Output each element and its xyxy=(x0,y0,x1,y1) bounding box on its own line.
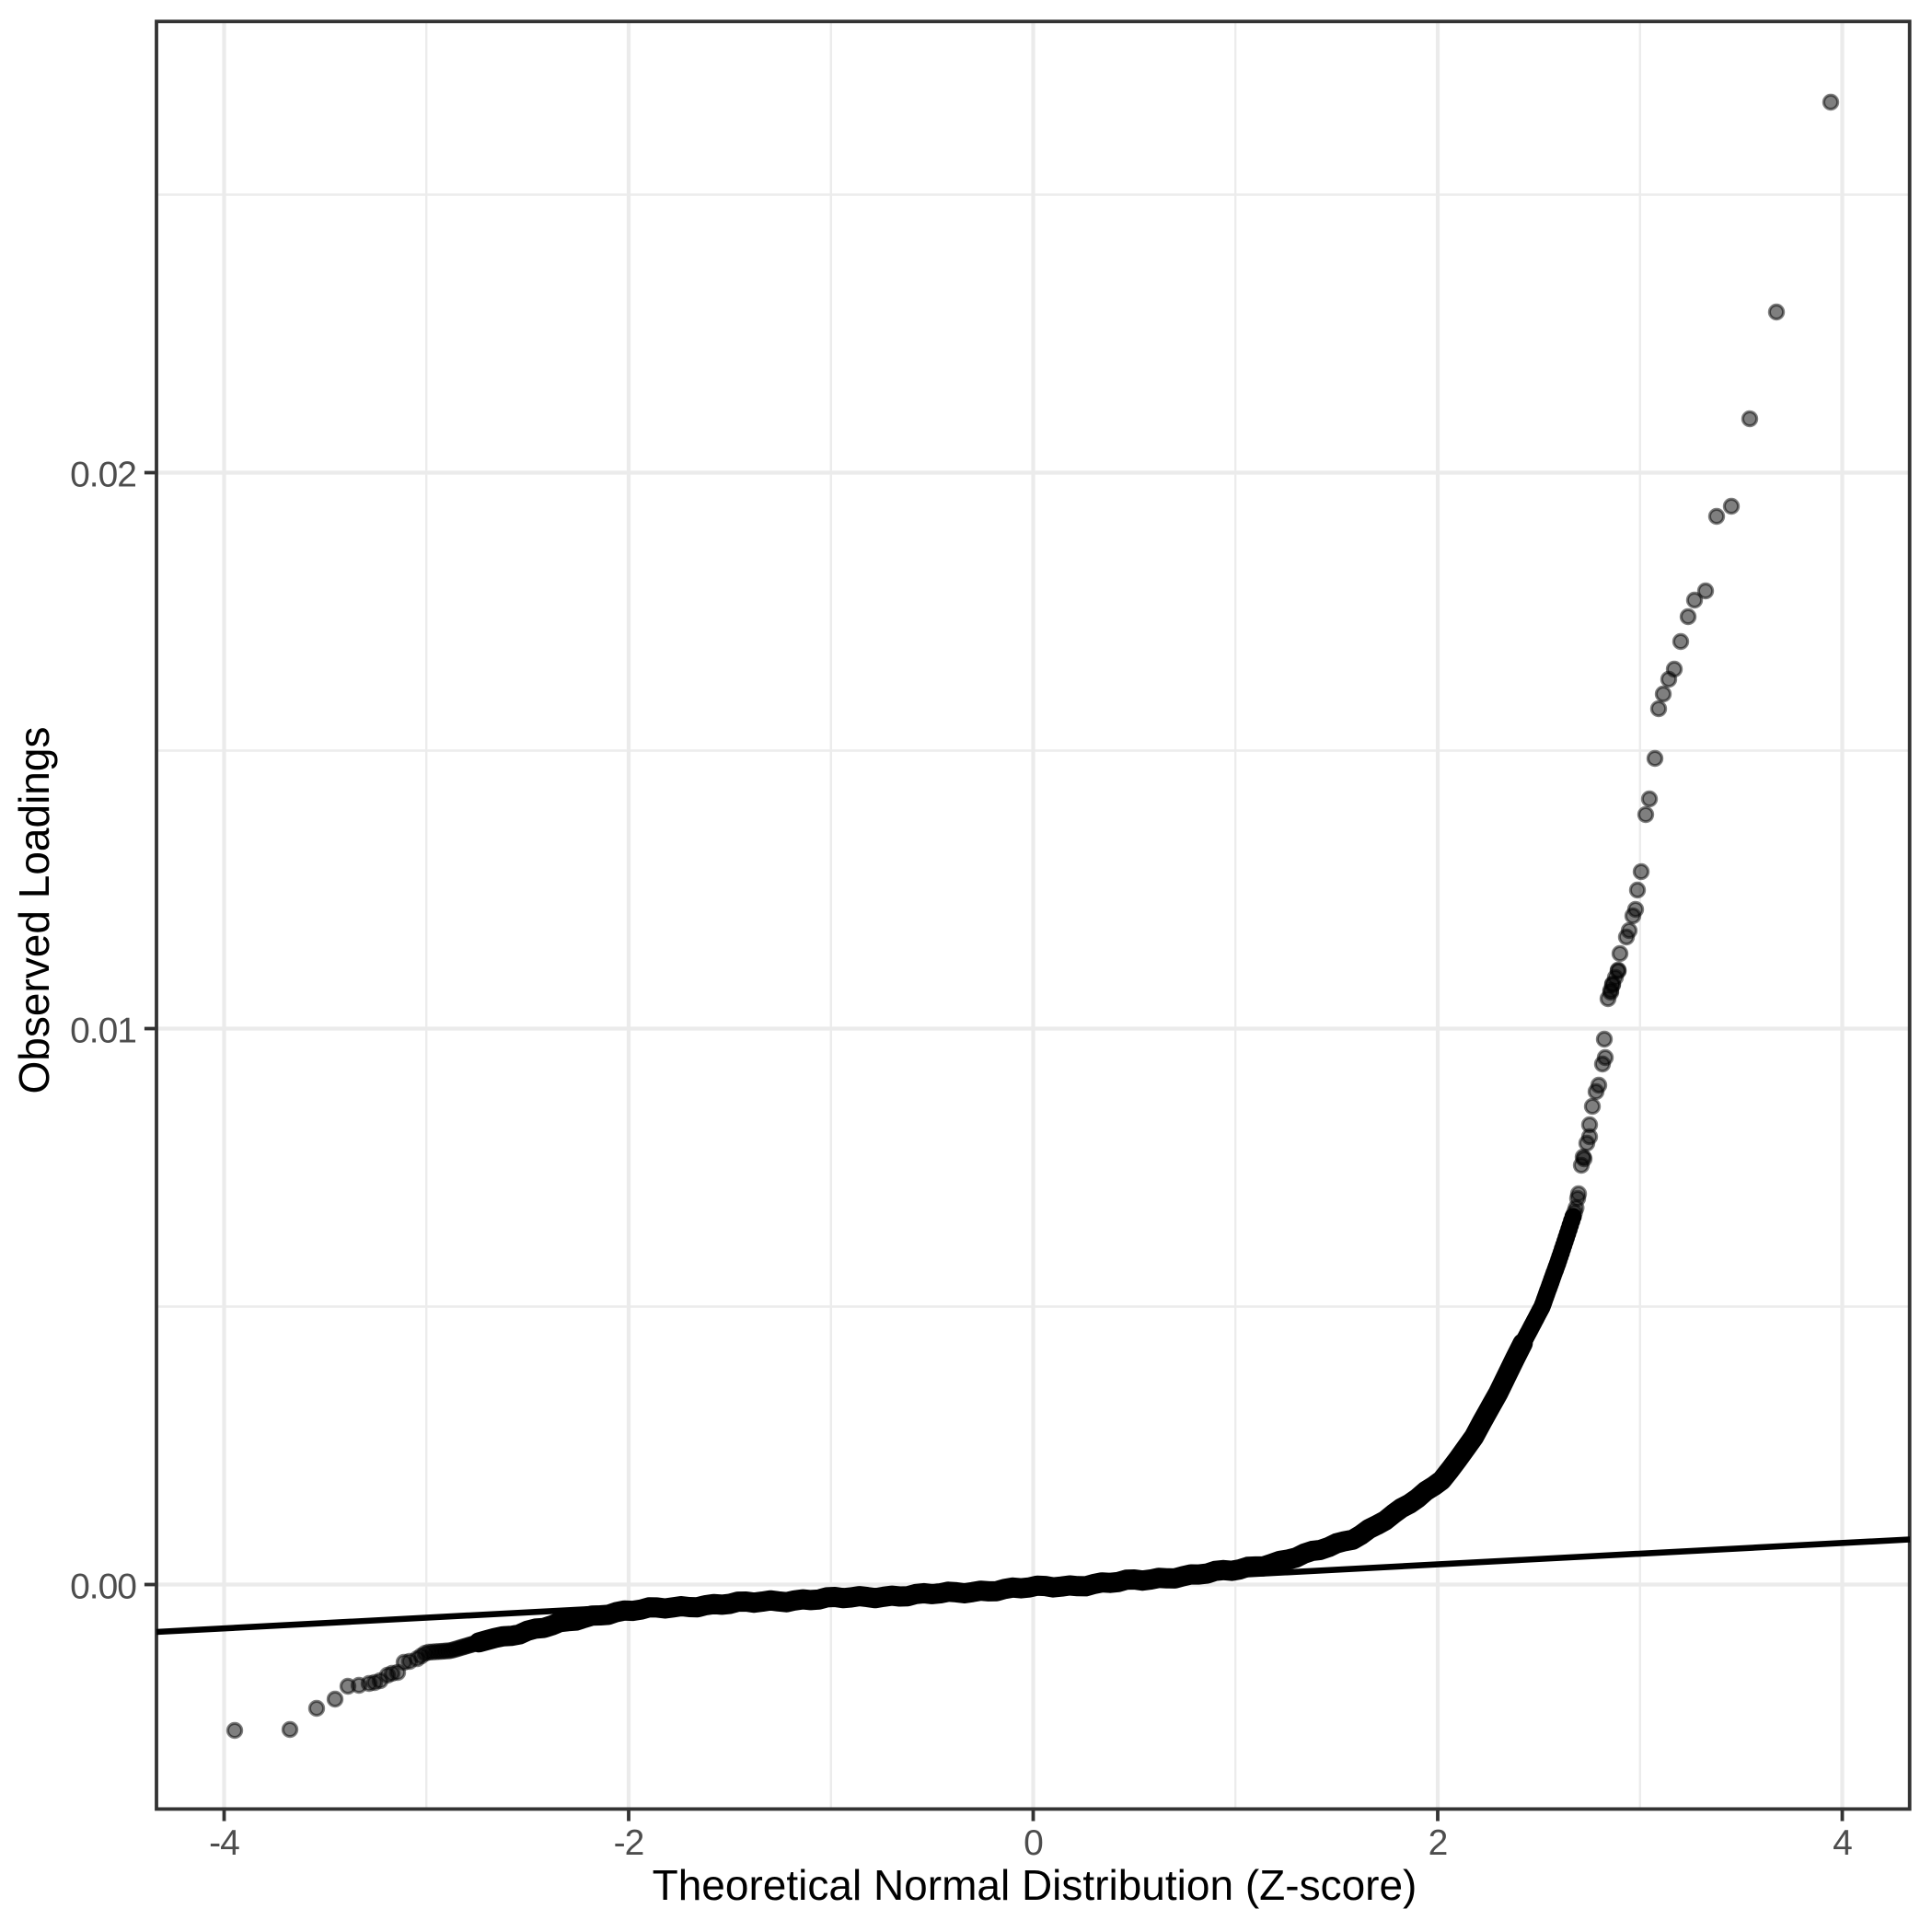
svg-text:4: 4 xyxy=(1833,1823,1852,1863)
svg-text:0.00: 0.00 xyxy=(70,1567,136,1606)
svg-text:2: 2 xyxy=(1429,1823,1448,1863)
svg-text:0.01: 0.01 xyxy=(70,1011,136,1050)
svg-text:-2: -2 xyxy=(614,1823,644,1863)
svg-text:0: 0 xyxy=(1024,1823,1043,1863)
svg-text:Observed Loadings: Observed Loadings xyxy=(10,727,58,1094)
svg-text:Theoretical Normal Distributio: Theoretical Normal Distribution (Z-score… xyxy=(653,1861,1417,1909)
svg-text:-4: -4 xyxy=(209,1823,239,1863)
svg-text:0.02: 0.02 xyxy=(70,455,136,494)
